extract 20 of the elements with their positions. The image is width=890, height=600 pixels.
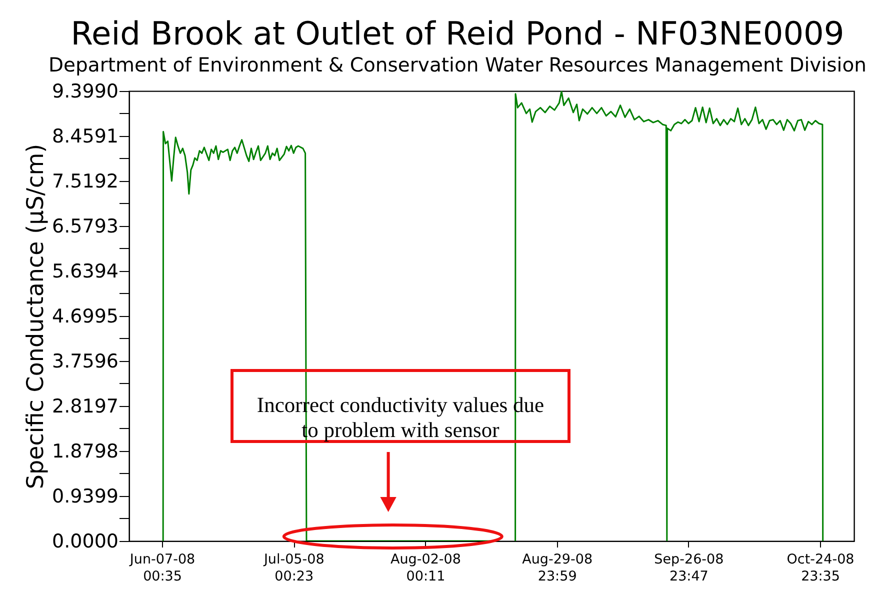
x-tick-label: Jun-07-08 00:35 bbox=[128, 552, 196, 584]
x-tick-label: Oct-24-08 23:35 bbox=[786, 552, 854, 584]
y-tick-label: 1.8798 bbox=[52, 440, 118, 462]
y-tick-label: 4.6995 bbox=[52, 306, 118, 328]
chart-subtitle: Department of Environment & Conservation Water Resources Management Division bbox=[48, 54, 866, 76]
x-tick-label: Sep-26-08 23:47 bbox=[654, 552, 724, 584]
x-tick-label: Jul-05-08 00:23 bbox=[262, 552, 324, 584]
x-tick-label: Aug-29-08 23:59 bbox=[522, 552, 593, 584]
y-tick-label: 2.8197 bbox=[52, 396, 118, 418]
y-tick-label: 0.9399 bbox=[52, 486, 118, 508]
y-tick-label: 6.5793 bbox=[52, 216, 118, 238]
chart-title: Reid Brook at Outlet of Reid Pond - NF03NE0009 bbox=[70, 14, 844, 52]
x-tick-label: Aug-02-08 00:11 bbox=[390, 552, 461, 584]
y-tick-label: 0.0000 bbox=[52, 530, 118, 552]
y-tick-label: 5.6394 bbox=[52, 260, 118, 282]
y-axis-title: Specific Conductance (µS/cm) bbox=[23, 144, 50, 490]
y-tick-label: 9.3990 bbox=[52, 80, 118, 102]
y-tick-label: 8.4591 bbox=[52, 126, 118, 148]
y-tick-label: 3.7596 bbox=[52, 350, 118, 372]
y-tick-label: 7.5192 bbox=[52, 170, 118, 192]
